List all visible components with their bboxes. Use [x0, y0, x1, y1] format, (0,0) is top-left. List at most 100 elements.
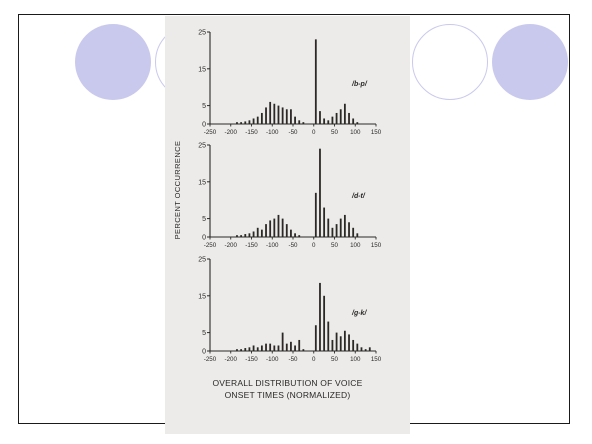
histogram-bar: [273, 345, 276, 351]
histogram-bar: [269, 101, 272, 124]
histogram-bar: [252, 118, 255, 124]
x-tick-label: 0: [312, 129, 316, 136]
histogram-bar: [273, 218, 276, 237]
histogram-bar: [260, 112, 263, 124]
x-tick-label: 50: [331, 242, 338, 249]
histogram-bar: [348, 334, 350, 351]
histogram-bar: [331, 227, 334, 237]
histogram-panel-3: 0 5 15 25 -250 -200 -150 -100 -50 0 50 100 150/g-k/: [198, 257, 382, 364]
histogram-bar: [265, 343, 267, 351]
histogram-bar: [298, 120, 301, 124]
histogram-bar: [285, 109, 288, 124]
x-tick-label: 50: [331, 356, 338, 363]
histogram-bar: [252, 231, 255, 237]
y-tick-label: 0: [202, 349, 206, 356]
histogram-bar: [343, 214, 346, 237]
y-tick-label: 5: [202, 330, 206, 337]
histogram-bar: [294, 116, 296, 124]
histogram-bar: [236, 122, 238, 124]
x-tick-label: -250: [204, 242, 217, 249]
histogram-bar: [248, 120, 251, 124]
x-tick-label: -150: [245, 242, 258, 249]
histogram-bar: [290, 109, 292, 124]
y-tick-label: 25: [198, 143, 206, 150]
x-tick-label: -150: [245, 356, 258, 363]
histogram-bar: [277, 214, 280, 237]
histogram-bar: [364, 349, 367, 351]
panel-label: /d-t/: [351, 193, 366, 200]
histogram-bar: [319, 148, 321, 237]
y-tick-label: 15: [198, 179, 206, 186]
histogram-bar: [236, 349, 238, 351]
histogram-bar: [244, 348, 247, 351]
x-tick-label: -50: [289, 242, 299, 249]
x-tick-label: 100: [350, 356, 361, 363]
histogram-bar: [352, 118, 355, 124]
histogram-bar: [248, 233, 251, 237]
decorative-circle-outline-right: [412, 24, 488, 100]
histogram-bar: [285, 224, 288, 237]
decorative-circle-filled-right: [492, 24, 568, 100]
x-tick-label: -50: [289, 356, 299, 363]
histogram-bar: [240, 122, 243, 124]
histogram-bar: [244, 121, 247, 124]
histogram-bar: [269, 343, 272, 351]
histogram-bar: [327, 218, 330, 237]
histogram-bar: [323, 295, 326, 351]
histogram-bar: [265, 107, 267, 124]
histogram-bar: [277, 105, 280, 124]
histogram-bar: [343, 103, 346, 124]
histogram-bar: [281, 218, 284, 237]
histogram-bar: [294, 345, 296, 351]
x-tick-label: 150: [371, 356, 382, 363]
x-tick-label: -250: [204, 129, 217, 136]
histogram-bar: [302, 122, 305, 124]
histogram-bar: [290, 229, 292, 237]
histogram-bar: [256, 347, 259, 351]
histogram-bar: [335, 224, 338, 237]
histogram-bar: [298, 235, 301, 237]
histogram-bar: [327, 321, 330, 351]
decorative-circle-filled-left: [75, 24, 151, 100]
histogram-bar: [269, 220, 272, 237]
histogram-bar: [319, 111, 321, 124]
histogram-bar: [335, 332, 338, 351]
y-tick-label: 15: [198, 293, 206, 300]
histogram-bar: [348, 112, 350, 124]
figure-caption-line-1: OVERALL DISTRIBUTION OF VOICE: [212, 378, 363, 388]
histogram-bar: [285, 343, 288, 351]
x-tick-label: 100: [350, 242, 361, 249]
histogram-bar: [290, 341, 292, 351]
histogram-bar: [331, 116, 334, 124]
histogram-bar: [236, 235, 238, 237]
histogram-bar: [339, 109, 342, 124]
histogram-bar: [356, 122, 359, 124]
histogram-bar: [260, 229, 263, 237]
histogram-bar: [281, 107, 284, 124]
y-tick-label: 5: [202, 216, 206, 223]
y-tick-label: 0: [202, 122, 206, 129]
histogram-bar: [240, 349, 243, 351]
histogram-bar: [343, 330, 346, 351]
histogram-bar: [256, 227, 259, 237]
x-tick-label: 100: [350, 129, 361, 136]
x-tick-label: -200: [225, 356, 238, 363]
histogram-bar: [256, 116, 259, 124]
histogram-bar: [331, 339, 334, 351]
x-tick-label: -250: [204, 356, 217, 363]
histogram-bar: [302, 349, 305, 351]
histogram-bar: [327, 120, 330, 124]
histogram-bar: [273, 103, 276, 124]
x-tick-label: -200: [225, 129, 238, 136]
histogram-bar: [360, 347, 363, 351]
histogram-bar: [314, 192, 317, 237]
panel-label: /b-p/: [351, 81, 368, 88]
histogram-bar: [314, 39, 317, 124]
histogram-bar: [265, 224, 267, 237]
histogram-bar: [339, 218, 342, 237]
histogram-bar: [260, 345, 263, 351]
histogram-panel-2: 0 5 15 25 -250 -200 -150 -100 -50 0 50 100 150/d-t/: [198, 143, 382, 250]
histogram-bar: [281, 332, 284, 351]
histogram-bar: [244, 234, 247, 237]
